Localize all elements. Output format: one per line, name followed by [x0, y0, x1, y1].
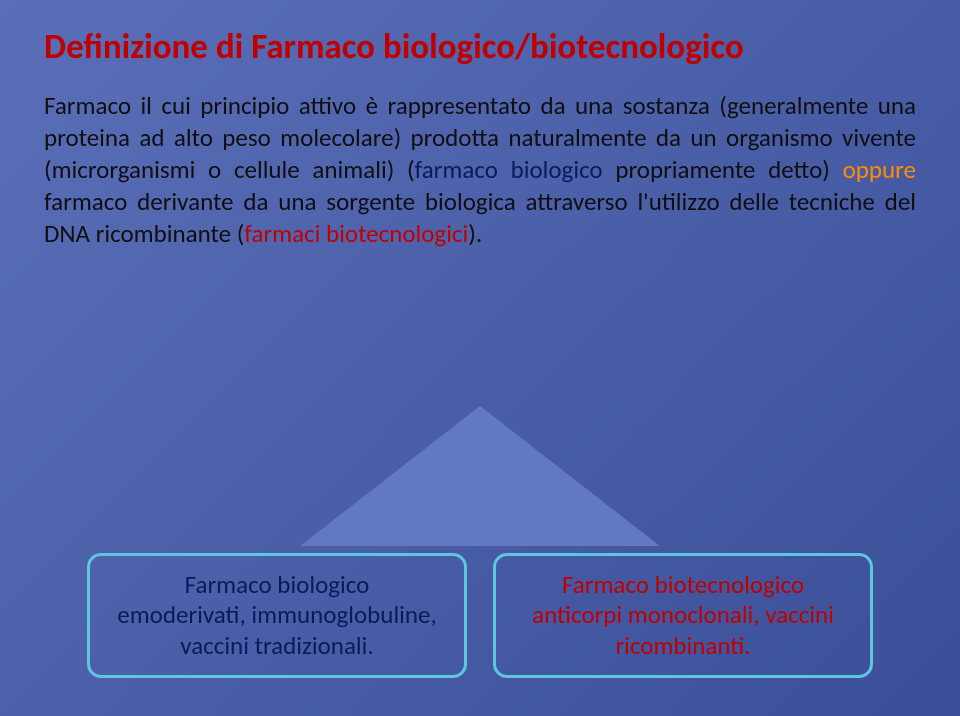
box-biotecnologico: Farmaco biotecnologico anticorpi monoclo…: [493, 553, 873, 679]
para-seg3: propriamente detto): [603, 154, 843, 185]
para-seg2-navy: farmaco biologico: [415, 154, 603, 185]
box-biologico: Farmaco biologico emoderivati, immunoglo…: [87, 553, 467, 679]
para-seg7: ).: [468, 218, 482, 249]
box-biologico-body: emoderivati, immunoglobuline, vaccini tr…: [104, 600, 450, 661]
para-seg6-red: farmaci biotecnologici: [244, 218, 468, 249]
box-biotecnologico-head: Farmaco biotecnologico: [510, 570, 856, 601]
box-row: Farmaco biologico emoderivati, immunoglo…: [50, 553, 910, 679]
box-biotecnologico-body: anticorpi monoclonali, vaccini ricombina…: [510, 600, 856, 661]
definition-paragraph: Farmaco il cui principio attivo è rappre…: [44, 90, 916, 250]
slide-title: Definizione di Farmaco biologico/biotecn…: [44, 26, 916, 68]
para-seg4-orange: oppure: [843, 154, 916, 185]
slide: Definizione di Farmaco biologico/biotecn…: [0, 0, 960, 716]
box-biologico-head: Farmaco biologico: [104, 570, 450, 601]
triangle-shape: [300, 406, 660, 546]
